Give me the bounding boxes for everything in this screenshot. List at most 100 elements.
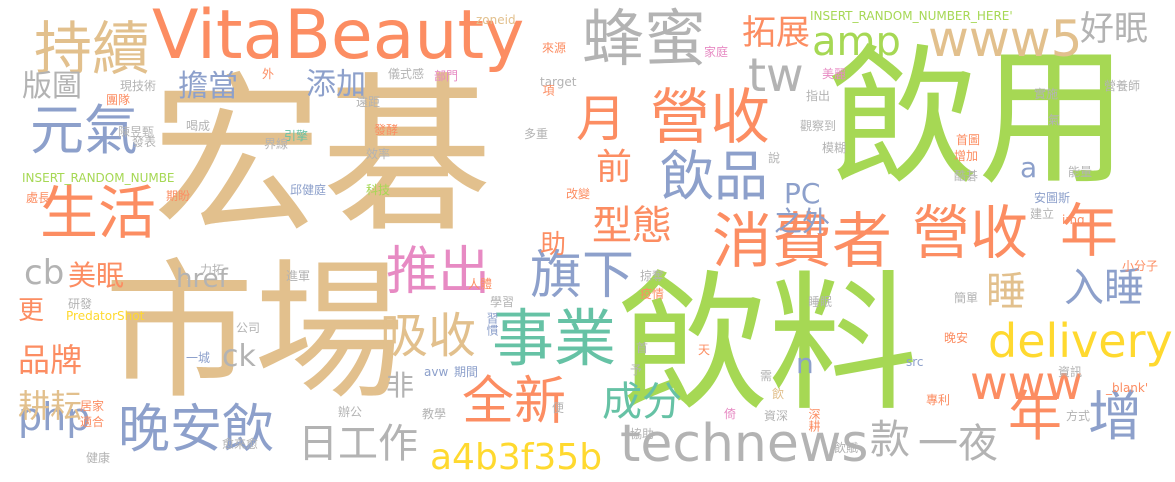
cloud-word: www5 xyxy=(928,10,1083,68)
cloud-word: 飲料 xyxy=(618,258,919,432)
cloud-word: cb xyxy=(24,253,65,293)
cloud-word: 適合 xyxy=(80,415,105,429)
cloud-word: 睡 xyxy=(986,269,1026,315)
cloud-word: 倚 xyxy=(724,407,737,421)
cloud-word: 說 xyxy=(768,151,781,165)
cloud-word: 外 xyxy=(262,67,275,81)
cloud-word: 掠奪 xyxy=(640,269,665,283)
cloud-word: 版圖 xyxy=(22,69,82,104)
cloud-word: 擔當 xyxy=(178,69,238,104)
cloud-word: 之外 xyxy=(774,205,831,238)
cloud-word: a4b3f35b xyxy=(430,437,603,478)
cloud-word: 消費者 xyxy=(712,207,892,277)
cloud-word: 月 xyxy=(576,90,626,148)
cloud-word: 晚安 xyxy=(944,331,969,345)
cloud-word: 飲 xyxy=(772,387,785,401)
cloud-word: 期盼 xyxy=(166,189,191,203)
cloud-word: 效率 xyxy=(366,147,391,161)
cloud-word: 一夜 xyxy=(918,421,998,467)
cloud-word: VitaBeauty xyxy=(152,0,525,75)
cloud-word: PredatorShot xyxy=(66,309,145,323)
cloud-word: INSERT_RANDOM_NUMBE xyxy=(22,171,175,185)
cloud-word: PC xyxy=(784,177,821,210)
cloud-word: 簡單 xyxy=(954,291,979,305)
cloud-word: 持續 xyxy=(34,15,151,83)
cloud-word: 模糊 xyxy=(822,141,847,155)
cloud-word: 公司 xyxy=(236,321,261,335)
cloud-word: 愈來愈 xyxy=(222,437,259,451)
cloud-word: 添加 xyxy=(306,67,366,102)
cloud-word: 吸收 xyxy=(380,308,477,364)
cloud-word: 首 xyxy=(636,341,649,355)
cloud-word: 疫情 xyxy=(640,287,665,301)
cloud-word: 界線 xyxy=(264,137,289,151)
cloud-word: 事業 xyxy=(492,302,617,375)
cloud-word: 力拓 xyxy=(200,263,225,277)
cloud-word: 天 xyxy=(698,343,711,357)
cloud-word: 部門 xyxy=(434,69,459,83)
cloud-word: www xyxy=(970,356,1083,410)
cloud-word: 安圖斯 xyxy=(1034,191,1071,205)
cloud-word: 辦公 xyxy=(338,405,363,419)
cloud-word: 小分子 xyxy=(1122,259,1159,273)
cloud-word: 學習 xyxy=(490,295,515,309)
cloud-word: 營收 xyxy=(650,83,770,153)
cloud-word: 建立 xyxy=(1030,207,1055,221)
cloud-word: 研發 xyxy=(68,297,93,311)
cloud-word: 居家 xyxy=(80,399,105,413)
cloud-word: 旗下 xyxy=(530,246,635,306)
cloud-word: 便 xyxy=(552,401,565,415)
cloud-word: 資訊 xyxy=(1058,365,1083,379)
cloud-word: 處長 xyxy=(26,191,51,205)
cloud-word: 營養師 xyxy=(1104,79,1141,93)
cloud-word: 一城 xyxy=(186,351,211,365)
cloud-word: avw xyxy=(424,365,449,379)
cloud-word: 美眠 xyxy=(68,259,125,292)
cloud-word: 拓展 xyxy=(742,13,810,53)
cloud-word: img xyxy=(1062,213,1085,227)
cloud-word: php xyxy=(18,395,91,439)
cloud-word: 陳昱甄 xyxy=(118,125,155,139)
cloud-word: 團隊 xyxy=(106,93,131,107)
cloud-word: 推出 xyxy=(386,242,491,302)
cloud-word: 日工作 xyxy=(298,421,418,467)
cloud-word: 習慣 xyxy=(485,312,499,336)
cloud-word: 成分 xyxy=(602,379,682,425)
cloud-word: 非 xyxy=(386,369,415,402)
cloud-word: 型態 xyxy=(592,203,672,249)
cloud-word: 人體 xyxy=(468,277,493,291)
cloud-word: 全新 xyxy=(462,372,567,432)
cloud-word: 遠距 xyxy=(356,95,381,109)
cloud-word: 美麗 xyxy=(822,67,847,81)
cloud-word: 增加 xyxy=(954,149,979,163)
cloud-word: 好眠 xyxy=(1080,9,1148,49)
cloud-word: 品牌 xyxy=(18,341,83,379)
cloud-word: 增 xyxy=(1088,385,1142,448)
cloud-word: n xyxy=(796,347,814,380)
cloud-word: amp xyxy=(812,19,901,65)
cloud-word: 家庭 xyxy=(704,45,729,59)
cloud-word: 專利 xyxy=(926,393,951,407)
cloud-word: 改變 xyxy=(566,187,591,201)
cloud-word: 觀察到 xyxy=(800,119,837,133)
cloud-word: 酷碁 xyxy=(954,169,979,183)
cloud-word: 生活 xyxy=(40,179,157,247)
cloud-word: 邱健庭 xyxy=(290,183,327,197)
cloud-word: 來源 xyxy=(542,41,567,55)
cloud-word: 助 xyxy=(540,230,567,260)
cloud-word: 更 xyxy=(18,296,45,326)
cloud-word: 教學 xyxy=(422,407,447,421)
cloud-word: 蜂蜜 xyxy=(582,2,707,75)
cloud-word: 首圖 xyxy=(956,133,981,147)
cloud-word: 深耕 xyxy=(807,408,821,432)
cloud-word: 飲用 xyxy=(828,32,1129,206)
cloud-word: INSERT_RANDOM_NUMBER_HERE' xyxy=(810,9,1013,23)
cloud-word: 予 xyxy=(630,363,643,377)
cloud-word: 能量 xyxy=(1068,165,1093,179)
cloud-word: 期間 xyxy=(454,365,479,379)
cloud-word: 現 xyxy=(120,79,133,93)
cloud-word: ck xyxy=(222,339,256,374)
cloud-word: 睡眠 xyxy=(808,295,833,309)
cloud-word: 喝成 xyxy=(186,119,211,133)
cloud-word: 入睡 xyxy=(1064,265,1144,311)
